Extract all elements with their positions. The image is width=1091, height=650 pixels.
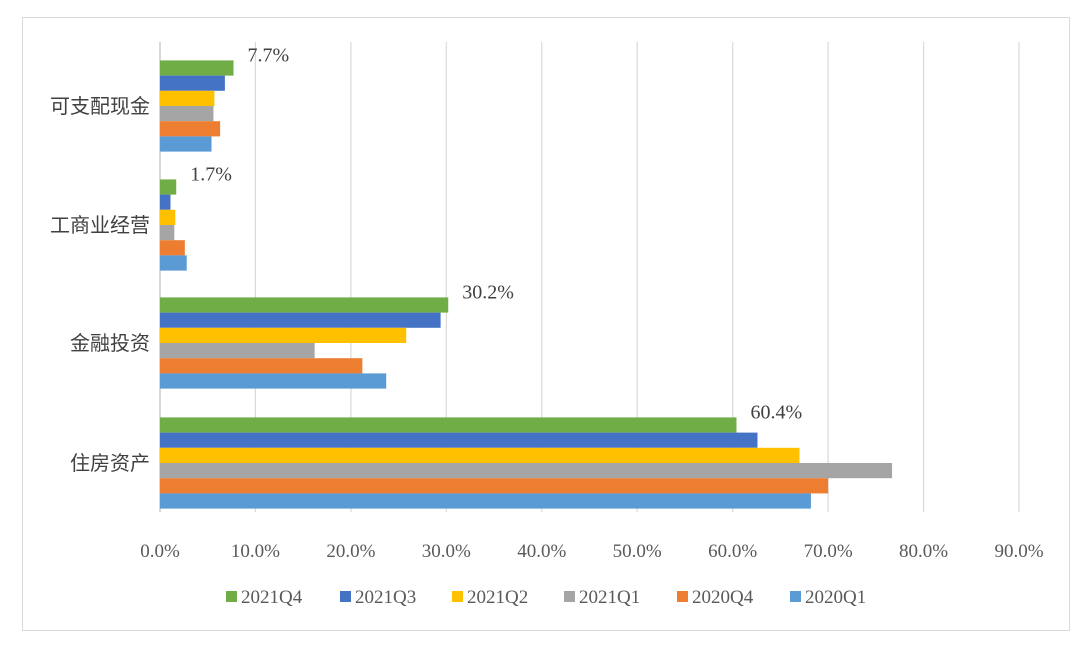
legend-swatch — [452, 591, 463, 602]
x-tick-labels: 0.0% 10.0% 20.0% 30.0% 40.0% 50.0% 60.0% 70.0% 8… — [140, 541, 1044, 562]
bar-2021Q4-1[interactable] — [160, 179, 177, 195]
x-tick-label: 20.0% — [326, 541, 375, 562]
legend[interactable]: 2021Q4 2021Q3 2021Q2 2021Q1 2020Q4 2020Q1 — [226, 587, 866, 608]
x-tick-label: 0.0% — [140, 541, 180, 562]
bar-2021Q2-0[interactable] — [160, 90, 215, 106]
legend-item-2021Q4[interactable]: 2021Q4 — [226, 587, 303, 608]
bar-2020Q4-3[interactable] — [160, 478, 829, 494]
legend-label: 2021Q4 — [241, 587, 303, 608]
bar-2021Q3-2[interactable] — [160, 312, 441, 328]
data-label: 60.4% — [750, 401, 802, 423]
bar-2020Q1-3[interactable] — [160, 493, 811, 509]
bar-2021Q1-3[interactable] — [160, 463, 893, 479]
bar-2021Q4-2[interactable] — [160, 297, 449, 313]
data-labels: 7.7% 1.7% 30.2% 60.4% — [190, 44, 802, 423]
bar-2021Q3-1[interactable] — [160, 194, 171, 210]
x-tick-label: 80.0% — [899, 541, 948, 562]
bar-2021Q2-1[interactable] — [160, 209, 176, 225]
legend-label: 2021Q3 — [355, 587, 416, 608]
legend-swatch — [340, 591, 351, 602]
legend-label: 2020Q4 — [692, 587, 754, 608]
bar-2021Q3-0[interactable] — [160, 75, 225, 91]
bar-2020Q4-1[interactable] — [160, 240, 185, 256]
legend-label: 2021Q2 — [467, 587, 528, 608]
category-label: 可支配现金 — [50, 94, 150, 118]
bar-2021Q4-0[interactable] — [160, 60, 234, 76]
bar-2020Q1-1[interactable] — [160, 255, 187, 271]
legend-swatch — [226, 591, 237, 602]
bar-2020Q4-2[interactable] — [160, 358, 363, 374]
legend-swatch — [564, 591, 575, 602]
legend-item-2021Q3[interactable]: 2021Q3 — [340, 587, 416, 608]
category-label: 工商业经营 — [50, 213, 150, 237]
x-tick-label: 30.0% — [422, 541, 471, 562]
legend-item-2020Q1[interactable]: 2020Q1 — [790, 587, 866, 608]
legend-item-2021Q1[interactable]: 2021Q1 — [564, 587, 640, 608]
bar-2021Q2-2[interactable] — [160, 327, 407, 343]
legend-label: 2020Q1 — [805, 587, 866, 608]
x-tick-label: 70.0% — [804, 541, 853, 562]
category-label: 金融投资 — [70, 331, 150, 355]
bars — [160, 60, 893, 509]
bar-2021Q1-0[interactable] — [160, 106, 214, 122]
legend-swatch — [677, 591, 688, 602]
legend-swatch — [790, 591, 801, 602]
legend-label: 2021Q1 — [579, 587, 640, 608]
bar-2021Q1-2[interactable] — [160, 343, 315, 359]
x-tick-label: 10.0% — [231, 541, 280, 562]
data-label: 7.7% — [247, 44, 289, 66]
legend-item-2021Q2[interactable]: 2021Q2 — [452, 587, 528, 608]
data-label: 1.7% — [190, 163, 232, 185]
bar-2021Q1-1[interactable] — [160, 225, 175, 241]
bar-2021Q4-3[interactable] — [160, 417, 737, 433]
x-tick-label: 90.0% — [994, 541, 1043, 562]
x-tick-label: 50.0% — [613, 541, 662, 562]
x-tick-label: 40.0% — [517, 541, 566, 562]
bar-2021Q3-3[interactable] — [160, 432, 758, 448]
bar-2020Q4-0[interactable] — [160, 121, 221, 137]
bar-2021Q2-3[interactable] — [160, 447, 800, 463]
x-tick-label: 60.0% — [708, 541, 757, 562]
category-label: 住房资产 — [70, 451, 150, 475]
legend-item-2020Q4[interactable]: 2020Q4 — [677, 587, 754, 608]
data-label: 30.2% — [462, 281, 514, 303]
bar-2020Q1-0[interactable] — [160, 136, 212, 152]
bar-2020Q1-2[interactable] — [160, 373, 387, 389]
